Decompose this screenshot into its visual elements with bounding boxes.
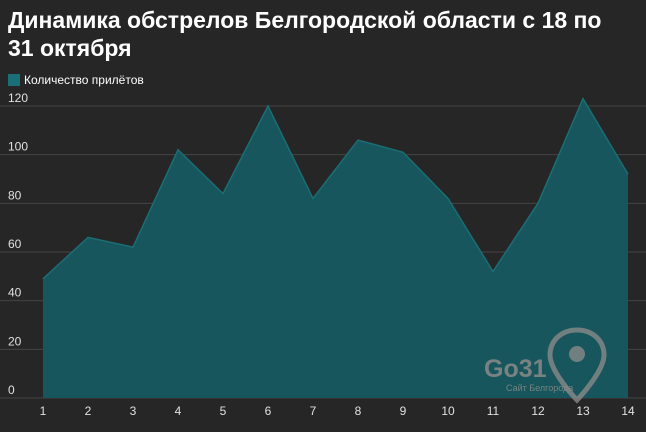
series-line [42, 97, 629, 280]
x-tick-label: 10 [441, 404, 455, 418]
y-tick-label: 20 [8, 334, 22, 348]
chart-title: Динамика обстрелов Белгородской области … [8, 7, 602, 61]
watermark-logo: Go31 Сайт Белгорода [484, 327, 607, 404]
x-tick-label: 11 [487, 404, 500, 418]
x-tick-label: 4 [175, 404, 182, 418]
x-tick-label: 13 [576, 404, 590, 418]
legend-label: Количество прилётов [24, 73, 144, 87]
x-tick-label: 7 [310, 404, 317, 418]
y-axis: 0 20 40 60 80 100 120 [8, 91, 28, 397]
y-tick-label: 120 [8, 91, 28, 105]
x-tick-label: 3 [130, 404, 137, 418]
x-tick-label: 8 [355, 404, 362, 418]
series-area-fill [43, 98, 628, 398]
legend-swatch [8, 74, 20, 86]
x-tick-label: 2 [85, 404, 92, 418]
y-tick-label: 60 [8, 237, 22, 251]
x-tick-label: 14 [621, 404, 635, 418]
x-tick-label: 1 [40, 404, 47, 418]
y-tick-label: 0 [8, 383, 15, 397]
location-pin-icon [547, 327, 607, 404]
x-tick-label: 12 [531, 404, 545, 418]
legend: Количество прилётов [8, 73, 144, 87]
y-tick-label: 40 [8, 286, 22, 300]
y-tick-label: 80 [8, 188, 22, 202]
watermark-tagline: Сайт Белгорода [506, 383, 573, 393]
x-axis: 1 2 3 4 5 6 7 8 9 10 11 12 13 14 [40, 404, 635, 418]
watermark-brand: Go31 [484, 355, 547, 383]
x-tick-label: 5 [220, 404, 227, 418]
y-tick-label: 100 [8, 140, 28, 154]
x-tick-label: 6 [265, 404, 272, 418]
series-area [42, 97, 629, 398]
x-tick-label: 9 [400, 404, 407, 418]
